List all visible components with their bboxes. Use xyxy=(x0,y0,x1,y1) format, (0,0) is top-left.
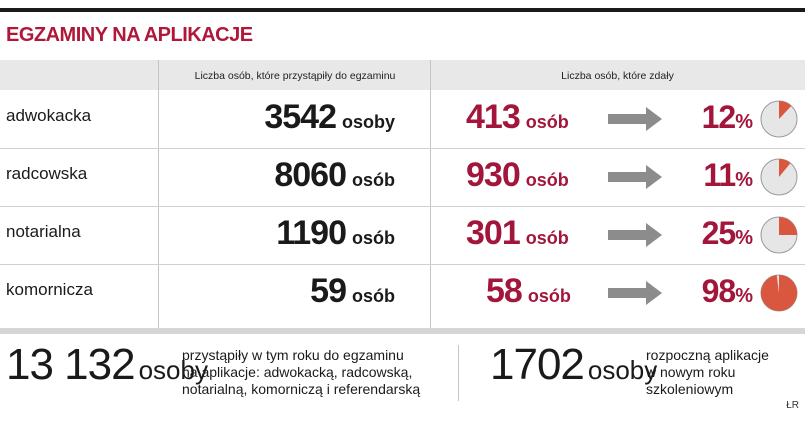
start-unit: osoby xyxy=(587,355,658,385)
passed-unit: osób xyxy=(525,170,569,190)
pie-chart-icon xyxy=(760,216,798,254)
passed-unit: osób xyxy=(527,286,571,306)
total-desc-line: na aplikacje: adwokacką, radcowską, xyxy=(182,364,413,380)
divider-col1 xyxy=(158,60,159,328)
took-value: 1190 osób xyxy=(276,214,395,253)
pie-slice xyxy=(761,275,797,311)
pass-rate: 98% xyxy=(702,273,753,310)
passed-value: 413 osób xyxy=(466,98,569,137)
pie-chart-icon xyxy=(760,274,798,312)
bottom-band xyxy=(0,328,805,334)
pass-rate-sign: % xyxy=(735,169,753,191)
pass-rate: 25% xyxy=(702,215,753,252)
took-unit: osób xyxy=(352,228,395,248)
passed-unit: osób xyxy=(525,228,569,248)
row-label: komornicza xyxy=(6,280,93,299)
start-description: rozpoczną aplikacje w nowym roku szkolen… xyxy=(646,347,786,398)
took-number: 8060 xyxy=(274,156,347,194)
header-took: Liczba osób, które przystąpiły do egzami… xyxy=(194,70,396,82)
row-label: radcowska xyxy=(6,164,88,183)
start-desc-line: rozpoczną aplikacje xyxy=(646,347,769,363)
took-unit: osób xyxy=(352,170,395,190)
pie-slice xyxy=(779,217,797,235)
start-desc-line: w nowym roku xyxy=(646,364,736,380)
passed-number: 58 xyxy=(486,272,523,310)
header-band xyxy=(0,60,805,90)
total-unit: osoby xyxy=(138,355,208,385)
passed-unit: osób xyxy=(525,112,569,132)
passed-value: 58 osób xyxy=(486,272,571,311)
header-passed: Liczba osób, które zdały xyxy=(561,70,674,82)
total-desc-line: notarialną, komorniczą i referendarską xyxy=(182,381,421,397)
passed-number: 930 xyxy=(466,156,521,194)
took-value: 3542 osoby xyxy=(264,98,395,137)
pass-rate-number: 11 xyxy=(703,157,736,193)
passed-value: 930 osób xyxy=(466,156,569,195)
table-row: komornicza 59 osób 58 osób 98% xyxy=(0,264,805,322)
total-number: 13 132 xyxy=(6,340,136,389)
total-description: przystąpiły w tym roku do egzaminu na ap… xyxy=(182,347,452,398)
pie-chart-icon xyxy=(760,158,798,196)
pie-chart-icon xyxy=(760,100,798,138)
passed-value: 301 osób xyxy=(466,214,569,253)
row-separator xyxy=(0,206,805,207)
start-desc-line: szkoleniowym xyxy=(646,381,734,397)
table-row: notarialna 1190 osób 301 osób 25% xyxy=(0,206,805,264)
arrow-right-icon xyxy=(608,107,662,131)
start-count: 1702 osoby xyxy=(490,340,657,390)
divider-col2 xyxy=(430,60,431,328)
row-separator xyxy=(0,148,805,149)
arrow-right-icon xyxy=(608,165,662,189)
took-number: 1190 xyxy=(276,214,347,252)
row-separator xyxy=(0,264,805,265)
total-desc-line: przystąpiły w tym roku do egzaminu xyxy=(182,347,404,363)
pass-rate-sign: % xyxy=(735,111,753,133)
credit: ŁR xyxy=(786,400,799,411)
chart-title: EGZAMINY NA APLIKACJE xyxy=(6,24,253,46)
total-count: 13 132 osoby xyxy=(6,340,208,390)
pass-rate-sign: % xyxy=(735,227,753,249)
pass-rate: 12% xyxy=(702,99,753,136)
took-value: 8060 osób xyxy=(274,156,395,195)
took-number: 59 xyxy=(310,272,347,310)
top-rule xyxy=(0,8,805,12)
start-number: 1702 xyxy=(490,340,585,389)
arrow-right-icon xyxy=(608,281,662,305)
pass-rate-sign: % xyxy=(735,285,753,307)
divider-summary xyxy=(458,345,459,401)
row-label: adwokacka xyxy=(6,106,92,125)
pass-rate-number: 25 xyxy=(701,215,737,251)
pass-rate: 11% xyxy=(703,157,753,194)
took-unit: osoby xyxy=(341,112,395,132)
pie-slice xyxy=(779,159,791,177)
pie-slice xyxy=(779,101,792,119)
took-number: 3542 xyxy=(264,98,337,136)
table-row: radcowska 8060 osób 930 osób 11% xyxy=(0,148,805,206)
took-value: 59 osób xyxy=(310,272,395,311)
table-row: adwokacka 3542 osoby 413 osób 12% xyxy=(0,90,805,148)
pass-rate-number: 98 xyxy=(701,273,737,309)
passed-number: 301 xyxy=(466,214,521,252)
row-label: notarialna xyxy=(6,222,81,241)
passed-number: 413 xyxy=(466,98,521,136)
pass-rate-number: 12 xyxy=(701,99,737,135)
took-unit: osób xyxy=(352,286,395,306)
arrow-right-icon xyxy=(608,223,662,247)
